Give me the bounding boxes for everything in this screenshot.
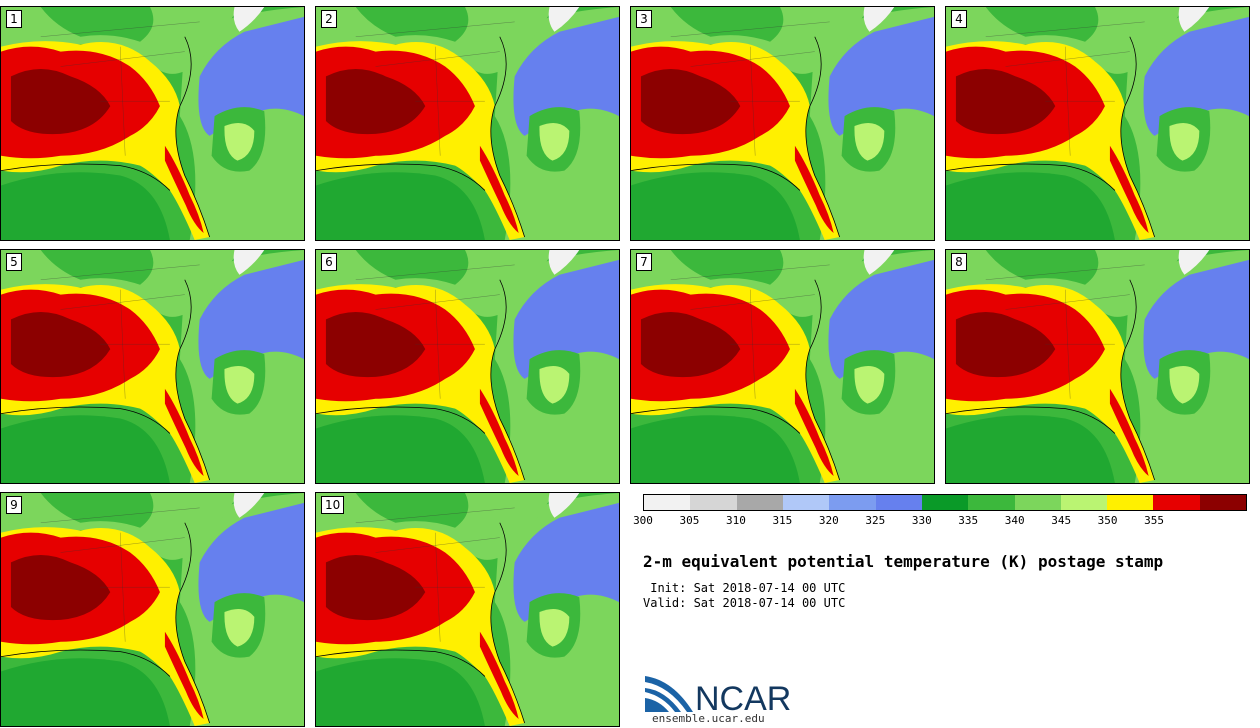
colorbar-tick-label: 345	[1051, 514, 1072, 527]
map-panel-7: 7	[630, 249, 935, 484]
map-panel-1: 1	[0, 6, 305, 241]
colorbar-segment	[968, 495, 1015, 510]
panel-number: 7	[636, 253, 652, 271]
colorbar-tick-label: 320	[818, 514, 839, 527]
ncar-logo: NCAR	[645, 676, 791, 716]
colorbar-segment	[1107, 495, 1154, 510]
figure-title: 2-m equivalent potential temperature (K)…	[643, 552, 1164, 571]
colorbar-segment	[782, 495, 830, 510]
map-panel-4: 4	[945, 6, 1250, 241]
panel-number: 6	[321, 253, 337, 271]
colorbar-tick-label: 300	[633, 514, 653, 527]
map-panel-9: 9	[0, 492, 305, 727]
colorbar-tick-label: 315	[772, 514, 793, 527]
colorbar-tick-label: 340	[1004, 514, 1025, 527]
colorbar-segment	[1014, 495, 1061, 510]
map-panel-6: 6	[315, 249, 620, 484]
map-panel-10: 10	[315, 492, 620, 727]
map-panel-3: 3	[630, 6, 935, 241]
init-time: Init: Sat 2018-07-14 00 UTC	[643, 581, 846, 595]
colorbar-segment	[736, 495, 783, 510]
colorbar-tick-label: 305	[679, 514, 700, 527]
ncar-logo-text: NCAR	[695, 680, 791, 716]
colorbar-segment	[690, 495, 737, 510]
colorbar-segment	[921, 495, 969, 510]
valid-time: Valid: Sat 2018-07-14 00 UTC	[643, 596, 846, 610]
colorbar-tick-label: 335	[958, 514, 979, 527]
colorbar-segment	[1060, 495, 1108, 510]
colorbar-segment	[1153, 495, 1200, 510]
site-url: ensemble.ucar.edu	[652, 712, 765, 725]
colorbar-tick-label: 330	[911, 514, 932, 527]
map-panel-8: 8	[945, 249, 1250, 484]
colorbar-segment	[1199, 495, 1247, 510]
panel-number: 2	[321, 10, 337, 28]
panel-number: 10	[321, 496, 345, 514]
panel-number: 9	[6, 496, 22, 514]
panel-number: 3	[636, 10, 652, 28]
colorbar-tick-label: 310	[725, 514, 746, 527]
colorbar-tick-label: 350	[1097, 514, 1118, 527]
colorbar-tick-label: 325	[865, 514, 886, 527]
panel-number: 5	[6, 253, 22, 271]
panel-number: 1	[6, 10, 22, 28]
colorbar-segment	[829, 495, 876, 510]
colorbar-segment	[875, 495, 922, 510]
map-panel-2: 2	[315, 6, 620, 241]
map-panel-5: 5	[0, 249, 305, 484]
colorbar-tick-label: 355	[1144, 514, 1164, 527]
colorbar-segment	[644, 495, 691, 510]
panel-number: 8	[951, 253, 967, 271]
colorbar	[643, 494, 1247, 511]
panel-number: 4	[951, 10, 967, 28]
